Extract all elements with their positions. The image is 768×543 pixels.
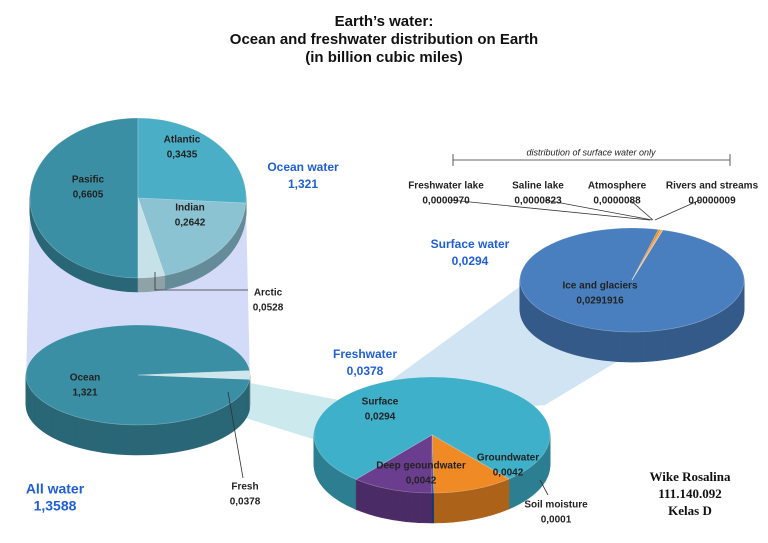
leader-line — [539, 479, 549, 496]
slice-label: Surface — [362, 397, 399, 408]
pie-slice — [137, 197, 247, 276]
slice-label: Soil moisture — [524, 500, 588, 511]
slice-value: 0,0001 — [541, 515, 572, 526]
title-line: (in billion cubic miles) — [305, 49, 463, 66]
pie-slice — [519, 227, 745, 333]
pie-name: Ocean water — [267, 160, 339, 174]
leader-line — [449, 199, 651, 221]
slice-value: 0,3435 — [167, 150, 198, 161]
slice-label: Deep geoundwater — [376, 461, 466, 472]
slice-label: Saline lake — [512, 181, 564, 192]
slice-label: Ocean — [70, 373, 101, 384]
pie-slice — [631, 229, 664, 281]
slice-value: 0,0378 — [230, 497, 261, 508]
leader-line — [629, 199, 654, 221]
annotation: distribution of surface water only — [526, 147, 656, 157]
slice-label: Indian — [175, 203, 204, 214]
pie-name: Surface water — [431, 237, 510, 251]
slice-value: 0,0000823 — [514, 196, 562, 207]
title-line: Earth’s water: — [335, 13, 434, 30]
pie-total: 1,321 — [288, 177, 318, 191]
slice-value: 0,0291916 — [576, 296, 624, 307]
author-line: Wike Rosalina — [649, 469, 731, 484]
slice-value: 0,0000088 — [593, 196, 641, 207]
leader-line — [154, 272, 248, 291]
pie-slice — [431, 434, 510, 494]
slice-value: 0,0000009 — [688, 196, 736, 207]
slice-label: Rivers and streams — [666, 181, 759, 192]
slice-label: Fresh — [231, 482, 258, 493]
title-line: Ocean and freshwater distribution on Ear… — [230, 31, 538, 48]
pie-slice — [631, 229, 664, 281]
slice-label: Atmosphere — [588, 181, 647, 192]
slice-value: 0,0042 — [406, 476, 437, 487]
slice-label: Freshwater lake — [408, 181, 484, 192]
author-line: 111.140.092 — [658, 486, 722, 501]
pie-total: 0,0294 — [452, 254, 489, 268]
pie-total: 0,0378 — [347, 364, 384, 378]
slice-value: 0,2642 — [175, 218, 206, 229]
leader-line — [227, 391, 244, 479]
leader-line — [544, 199, 653, 221]
author-line: Kelas D — [668, 503, 712, 518]
pie-slice — [29, 117, 139, 279]
slice-value: 1,321 — [72, 388, 97, 399]
slice-value: 0,0294 — [365, 412, 396, 423]
pie-slice — [25, 324, 250, 426]
pie-total: 1,3588 — [34, 498, 77, 514]
pie-slice — [137, 197, 166, 279]
slice-label: Atlantic — [164, 135, 201, 146]
slice-label: Arctic — [254, 288, 283, 299]
slice-value: 0,0042 — [493, 468, 524, 479]
pie-slice — [313, 376, 551, 480]
pie-slice — [631, 229, 662, 281]
pie-slice — [137, 117, 247, 204]
pie-slice — [431, 434, 435, 494]
pie-slice — [355, 434, 433, 494]
slice-value: 0,0528 — [253, 303, 284, 314]
pie-slice — [137, 370, 251, 380]
leader-line — [654, 199, 701, 221]
slice-label: Pasific — [72, 175, 105, 186]
slice-value: 0,0000970 — [422, 196, 470, 207]
pie-name: Freshwater — [333, 347, 397, 361]
slice-label: Ice and glaciers — [562, 281, 637, 292]
pie-name: All water — [26, 481, 85, 497]
slice-label: Groundwater — [477, 453, 539, 464]
slice-value: 0,6605 — [73, 190, 104, 201]
